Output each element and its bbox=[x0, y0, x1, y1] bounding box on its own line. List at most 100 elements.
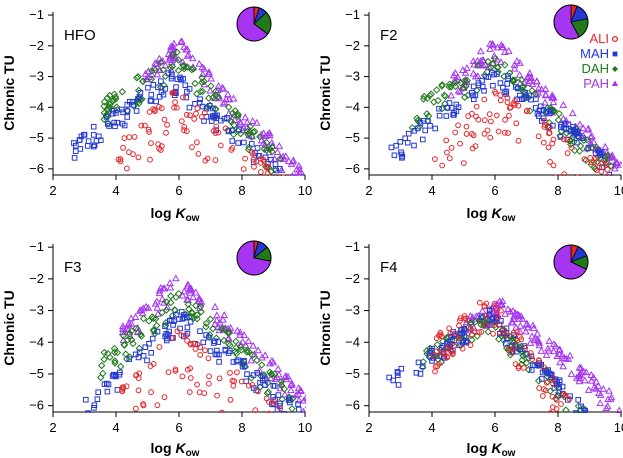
pah-point bbox=[516, 58, 524, 66]
dah-point bbox=[562, 406, 570, 413]
dah-point bbox=[105, 103, 113, 111]
pah-point bbox=[215, 326, 224, 334]
dah-point bbox=[174, 56, 183, 64]
pah-point bbox=[138, 309, 147, 317]
ali-point bbox=[452, 330, 459, 337]
pah-point bbox=[566, 351, 574, 359]
legend-label-mah: MAH bbox=[580, 46, 609, 61]
pah-point bbox=[249, 341, 258, 349]
ali-point bbox=[467, 325, 474, 331]
mah-point bbox=[200, 339, 207, 346]
dah-point bbox=[427, 90, 435, 98]
dah-point bbox=[120, 341, 129, 349]
dah-point bbox=[113, 103, 121, 111]
dah-point bbox=[161, 72, 170, 80]
dah-point bbox=[148, 67, 156, 75]
mah-point bbox=[196, 99, 203, 106]
ali-point bbox=[164, 121, 171, 128]
dah-point bbox=[607, 162, 615, 170]
mah-point bbox=[436, 105, 442, 112]
mah-point bbox=[261, 375, 268, 382]
dah-point bbox=[423, 94, 432, 103]
dah-point bbox=[202, 319, 211, 328]
mah-point bbox=[578, 403, 584, 410]
pah-point bbox=[207, 74, 215, 82]
pah-point bbox=[238, 337, 247, 345]
ali-point bbox=[580, 185, 585, 190]
ali-point bbox=[478, 329, 485, 335]
ali-point bbox=[206, 373, 213, 380]
dah-point bbox=[256, 133, 264, 141]
mah-point bbox=[417, 371, 424, 377]
mah-point bbox=[165, 70, 172, 76]
pah-point bbox=[525, 69, 534, 77]
ali-point bbox=[213, 123, 220, 130]
mah-point bbox=[173, 312, 179, 318]
ali-point bbox=[181, 124, 188, 130]
pah-point bbox=[493, 55, 501, 63]
mah-point bbox=[71, 140, 77, 146]
mah-point bbox=[85, 410, 91, 413]
ali-point bbox=[491, 301, 498, 307]
dah-point bbox=[193, 90, 201, 98]
dah-point bbox=[125, 330, 134, 338]
ali-point bbox=[135, 154, 142, 161]
ali-point bbox=[212, 157, 219, 164]
ali-point bbox=[432, 368, 438, 375]
pah-point bbox=[178, 37, 186, 45]
dah-point bbox=[212, 91, 220, 100]
pah-point bbox=[200, 64, 208, 72]
dah-point bbox=[243, 127, 252, 136]
dah-point bbox=[457, 341, 465, 349]
pah-point bbox=[498, 43, 506, 50]
ali-point bbox=[280, 175, 283, 176]
mah-point bbox=[463, 338, 469, 344]
dah-point bbox=[523, 350, 531, 358]
ali-point bbox=[481, 96, 488, 103]
dah-point bbox=[209, 325, 217, 333]
ali-point bbox=[240, 166, 247, 172]
mah-point bbox=[124, 114, 131, 120]
dah-point bbox=[158, 308, 166, 317]
ali-point bbox=[214, 392, 221, 399]
pah-point bbox=[212, 316, 221, 324]
ali-point bbox=[119, 386, 126, 393]
pah-point bbox=[510, 60, 519, 68]
ali-point bbox=[238, 378, 245, 385]
mah-point bbox=[112, 123, 118, 130]
x-tick-label: 10 bbox=[614, 183, 623, 198]
mah-point bbox=[241, 139, 247, 146]
pah-point bbox=[259, 129, 268, 137]
panel-title: F3 bbox=[64, 259, 82, 276]
mah-point bbox=[486, 306, 493, 313]
ali-point bbox=[155, 141, 162, 148]
mah-point bbox=[91, 142, 98, 148]
mah-point bbox=[471, 96, 477, 103]
pah-point bbox=[295, 161, 303, 169]
dah-point bbox=[432, 86, 441, 94]
mah-point bbox=[479, 77, 485, 84]
ali-point bbox=[194, 381, 200, 388]
y-axis-label: Chronic TU bbox=[317, 55, 333, 130]
pah-point bbox=[524, 79, 532, 87]
pah-point bbox=[144, 67, 153, 75]
dah-point bbox=[136, 330, 145, 339]
mah-point bbox=[146, 341, 152, 347]
y-tick-label: −3 bbox=[345, 69, 360, 84]
panel-title: HFO bbox=[64, 27, 96, 44]
mah-point bbox=[479, 83, 486, 90]
pah-point bbox=[170, 39, 178, 47]
scatter-points bbox=[388, 39, 622, 190]
dah-point bbox=[463, 76, 471, 85]
dah-point bbox=[100, 102, 108, 110]
ali-point bbox=[277, 405, 284, 412]
pah-point bbox=[287, 379, 296, 387]
pah-point bbox=[507, 318, 516, 326]
mah-point bbox=[498, 318, 504, 324]
ali-point bbox=[568, 144, 575, 151]
ali-point bbox=[262, 201, 267, 206]
mah-point bbox=[235, 140, 241, 146]
mah-point bbox=[268, 157, 274, 163]
mah-point bbox=[82, 415, 87, 420]
dah-point bbox=[134, 86, 143, 95]
